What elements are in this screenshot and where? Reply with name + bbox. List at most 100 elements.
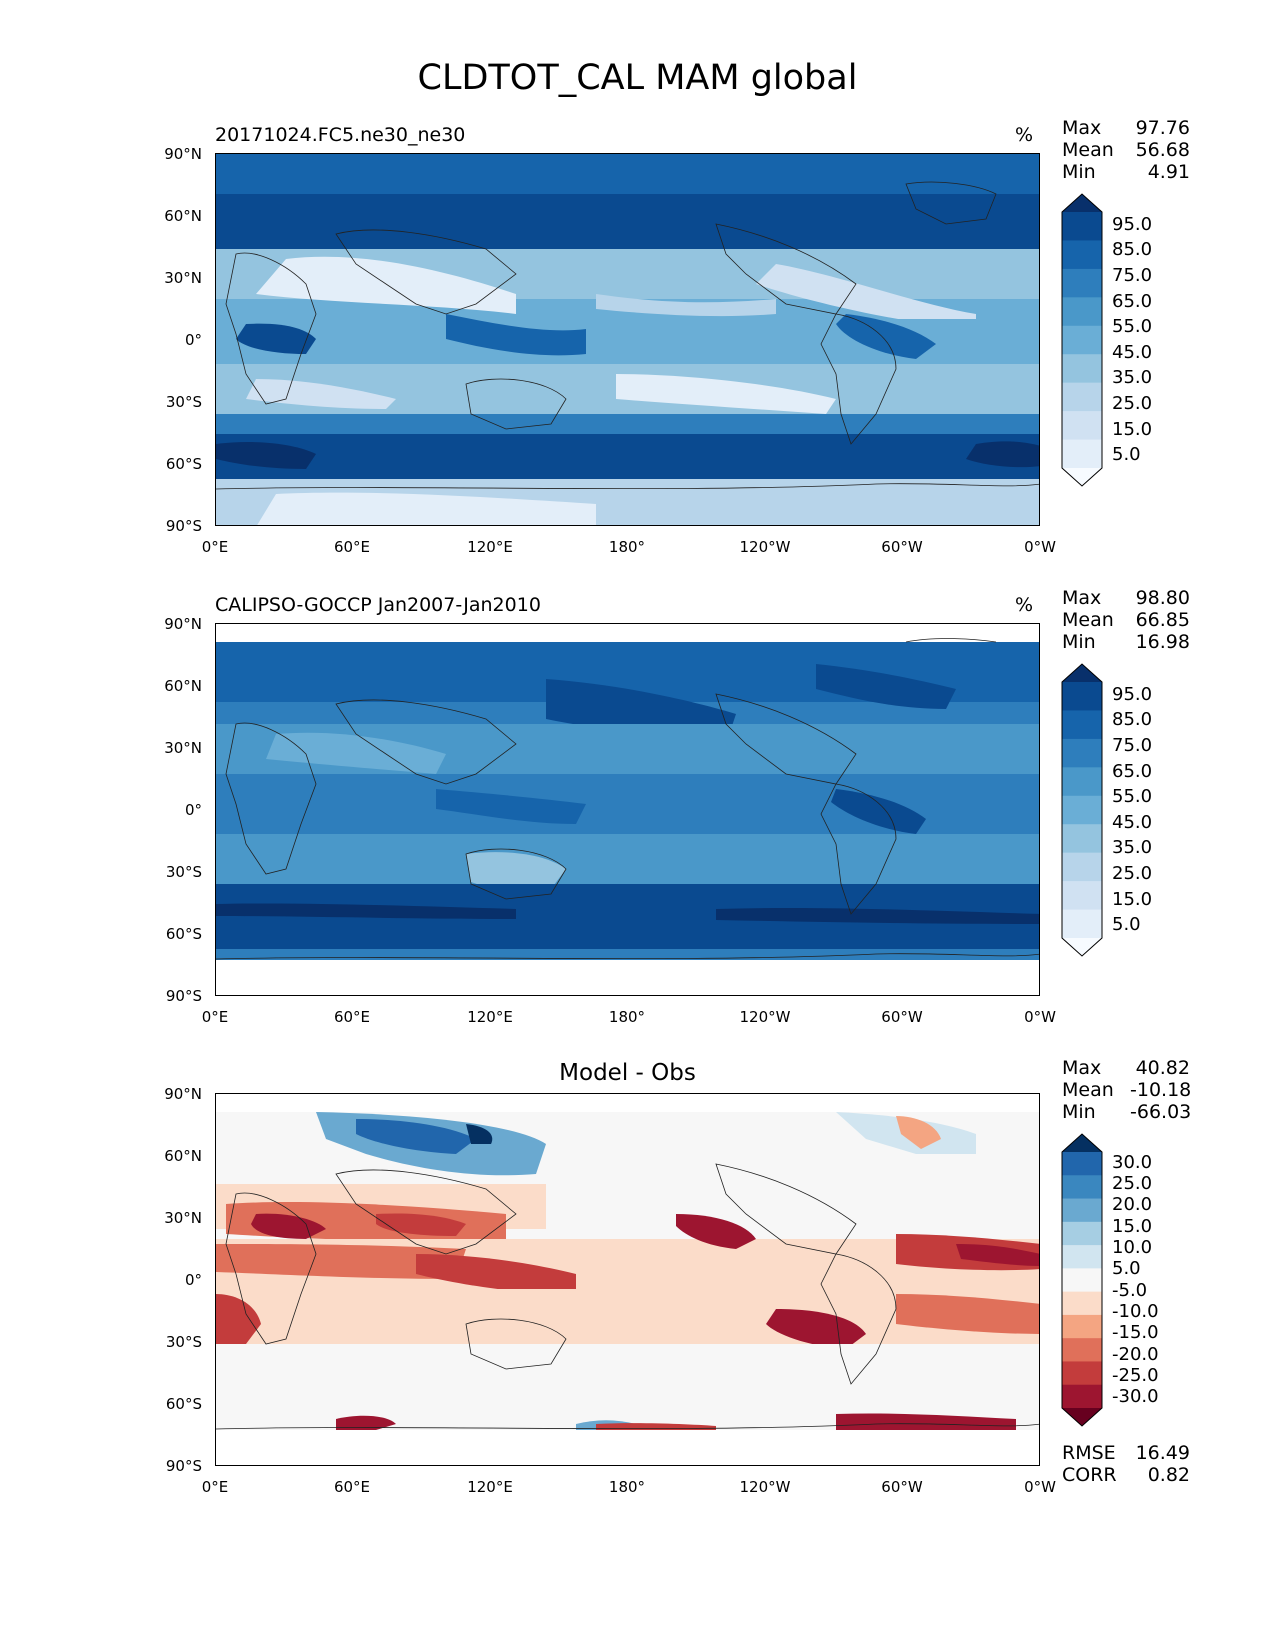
colorbar-tick-label: 15.0 (1112, 1215, 1153, 1237)
colorbar-segment (1062, 881, 1102, 911)
colorbar-segment (1062, 710, 1102, 740)
colorbar-tick-label: -10.0 (1112, 1301, 1159, 1322)
lat-tick: 60°S (165, 1395, 202, 1413)
stat-max-value: 98.80 (1135, 587, 1190, 609)
colorbar-segment (1062, 382, 1102, 412)
lat-tick: 60°N (164, 677, 202, 695)
lon-tick: 0°E (201, 1008, 229, 1026)
colorbar-tick-label: 85.0 (1112, 709, 1153, 731)
lat-tick: 90°S (165, 1457, 202, 1475)
stat-min-value: -66.03 (1130, 1101, 1192, 1123)
lat-tick: 60°S (165, 925, 202, 943)
panel-diff: Model - Obs (0, 0, 1275, 1496)
lon-tick: 120°W (739, 1008, 791, 1026)
colorbar-segment (1062, 268, 1102, 298)
lon-tick: 0°W (1024, 1008, 1056, 1026)
figure-title: CLDTOT_CAL MAM global (417, 58, 858, 98)
lat-tick: 30°N (164, 1209, 202, 1227)
lat-tick: 90°N (164, 1085, 202, 1103)
colorbar-tick-label: 45.0 (1112, 811, 1153, 833)
colorbar-segment (1062, 1198, 1102, 1223)
colorbar-segment (1062, 1221, 1102, 1246)
lat-tick: 30°N (164, 739, 202, 757)
colorbar-tick-label: 65.0 (1112, 290, 1153, 312)
colorbar-segment (1062, 682, 1102, 711)
colorbar-tick-label: 5.0 (1112, 444, 1141, 466)
colorbar-segment (1062, 212, 1102, 241)
lon-tick: 180° (608, 1008, 646, 1026)
colorbar-tick-label: 10.0 (1112, 1237, 1153, 1258)
colorbar-tick-label: 30.0 (1112, 1151, 1153, 1173)
colorbar-outline (1061, 1133, 1103, 1427)
stat-max-value: 40.82 (1135, 1057, 1190, 1079)
colorbar (1061, 193, 1103, 487)
colorbar-extend-bottom (1062, 468, 1102, 486)
colorbar-segment (1062, 1175, 1102, 1200)
stat-mean-label: Mean (1062, 1079, 1114, 1101)
stat-max-value: 97.76 (1135, 117, 1190, 139)
colorbar-outline (1061, 663, 1103, 957)
colorbar-tick-label: 15.0 (1112, 888, 1153, 910)
colorbar-segment (1062, 1152, 1102, 1176)
lon-tick: 0°E (201, 1478, 229, 1496)
colorbar-tick-label: 85.0 (1112, 239, 1153, 261)
map-plot (215, 623, 1040, 996)
lon-tick: 0°W (1024, 1478, 1056, 1496)
panel-title: 20171024.FC5.ne30_ne30 (215, 124, 466, 146)
colorbar-tick-label: 75.0 (1112, 735, 1153, 756)
colorbar-segment (1062, 354, 1102, 384)
map-plot (215, 1093, 1040, 1466)
lat-tick: 30°S (165, 1333, 202, 1351)
panel-obs: CALIPSO-GOCCP Jan2007-Jan2010 % (0, 0, 1275, 1026)
colorbar-segment (1062, 795, 1102, 825)
lat-tick: 30°S (165, 863, 202, 881)
colorbar-extend-bottom (1062, 1408, 1102, 1426)
colorbar-tick-label: -30.0 (1112, 1386, 1159, 1408)
colorbar-tick-label: 75.0 (1112, 265, 1153, 286)
lat-tick: 0° (184, 331, 202, 349)
colorbar-segment (1062, 1268, 1102, 1293)
lon-tick: 120°E (467, 1478, 513, 1496)
lon-tick: 120°W (739, 1478, 791, 1496)
colorbar-extend-top (1062, 194, 1102, 212)
lon-tick: 60°W (881, 538, 923, 556)
lat-tick: 90°S (165, 517, 202, 535)
lon-tick: 0°E (201, 538, 229, 556)
colorbar-segment (1062, 240, 1102, 270)
colorbar-segment (1062, 325, 1102, 355)
lat-tick: 60°S (165, 455, 202, 473)
colorbar-tick-label: 15.0 (1112, 418, 1153, 440)
colorbar-tick-label: -20.0 (1112, 1343, 1159, 1365)
stat-rmse-value: 16.49 (1135, 1442, 1190, 1464)
colorbar-outline (1061, 193, 1103, 487)
colorbar-tick-label: 65.0 (1112, 760, 1153, 782)
colorbar-extend-bottom (1062, 938, 1102, 956)
colorbar (1061, 1133, 1103, 1427)
colorbar-segment (1062, 1291, 1102, 1316)
lon-tick: 60°E (333, 538, 371, 556)
colorbar-tick-label: 35.0 (1112, 367, 1153, 389)
colorbar-segment (1062, 1314, 1102, 1339)
stat-rmse-label: RMSE (1062, 1442, 1116, 1464)
colorbar-segment (1062, 738, 1102, 768)
lat-tick: 30°S (165, 393, 202, 411)
colorbar-segment (1062, 1384, 1102, 1409)
colorbar-tick-label: -5.0 (1112, 1279, 1148, 1301)
colorbar-extend-top (1062, 1134, 1102, 1152)
lon-tick: 120°W (739, 538, 791, 556)
panel-title: CALIPSO-GOCCP Jan2007-Jan2010 (215, 594, 541, 616)
lat-tick: 0° (184, 1271, 202, 1289)
colorbar-tick-label: 5.0 (1112, 1258, 1141, 1280)
colorbar-segment (1062, 1245, 1102, 1269)
colorbar-tick-label: 20.0 (1112, 1194, 1153, 1216)
stat-max-label: Max (1062, 587, 1102, 609)
colorbar-extend-top (1062, 664, 1102, 682)
stat-min-label: Min (1062, 631, 1096, 653)
lon-tick: 0°W (1024, 538, 1056, 556)
lon-tick: 60°E (333, 1478, 371, 1496)
stat-min-label: Min (1062, 1101, 1096, 1123)
stat-corr-label: CORR (1062, 1464, 1117, 1486)
lat-tick: 90°N (164, 615, 202, 633)
colorbar-segment (1062, 909, 1102, 939)
colorbar-tick-label: 55.0 (1112, 316, 1153, 338)
